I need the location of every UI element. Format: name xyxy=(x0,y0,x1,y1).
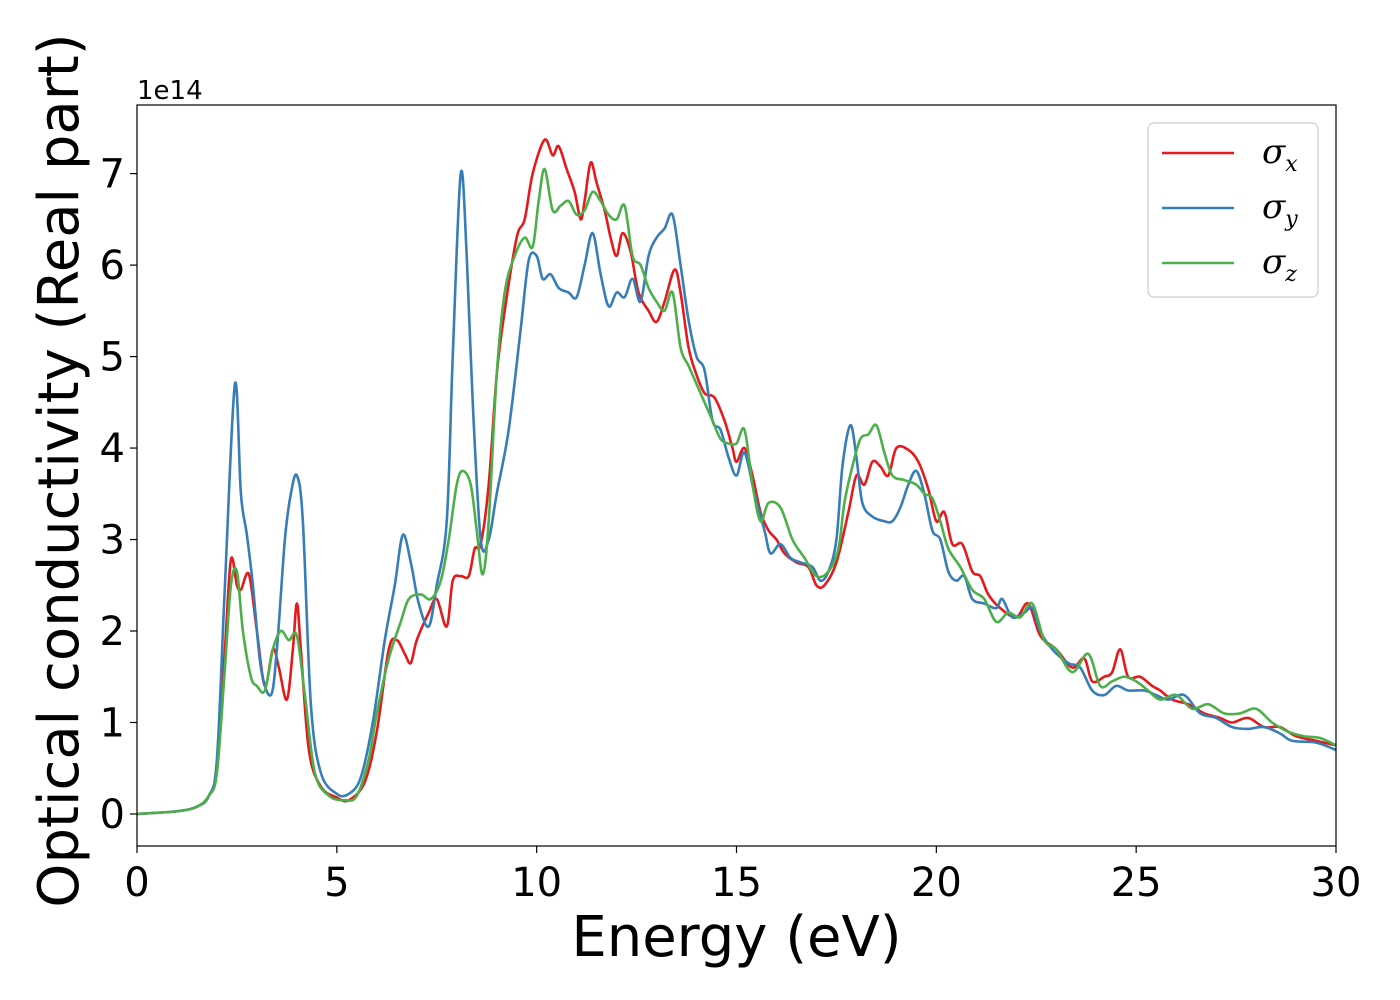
y-offset-label: 1e14 xyxy=(137,76,203,106)
x-axis: 0 5 10 15 20 25 30 xyxy=(124,846,1361,906)
y-tick-label: 3 xyxy=(100,518,125,564)
legend: σx σy σz xyxy=(1147,122,1319,298)
series-line-y xyxy=(137,169,1336,816)
y-tick-label: 6 xyxy=(100,243,125,289)
y-tick-label: 5 xyxy=(100,335,125,381)
x-tick-label: 10 xyxy=(511,860,562,906)
legend-label-x: σx xyxy=(1262,132,1298,177)
x-tick-label: 25 xyxy=(1111,860,1162,906)
y-tick-label: 0 xyxy=(100,792,125,838)
y-axis: 0 1 2 3 4 5 6 7 xyxy=(100,152,137,838)
y-tick-label: 1 xyxy=(100,701,125,747)
x-axis-title: Energy (eV) xyxy=(571,905,901,970)
x-tick-label: 0 xyxy=(124,860,149,906)
legend-box xyxy=(1147,122,1319,298)
y-tick-label: 4 xyxy=(100,426,125,472)
x-tick-label: 5 xyxy=(324,860,349,906)
series-line-z xyxy=(137,167,1336,816)
legend-label-z: σz xyxy=(1262,242,1297,287)
x-tick-label: 20 xyxy=(911,860,962,906)
x-tick-label: 30 xyxy=(1311,860,1362,906)
legend-label-y: σy xyxy=(1262,187,1298,232)
y-tick-label: 2 xyxy=(100,609,125,655)
y-axis-title: Optical conductivity (Real part) xyxy=(27,33,92,907)
y-tick-label: 7 xyxy=(100,152,125,198)
x-tick-label: 15 xyxy=(711,860,762,906)
series-layer xyxy=(137,138,1336,816)
